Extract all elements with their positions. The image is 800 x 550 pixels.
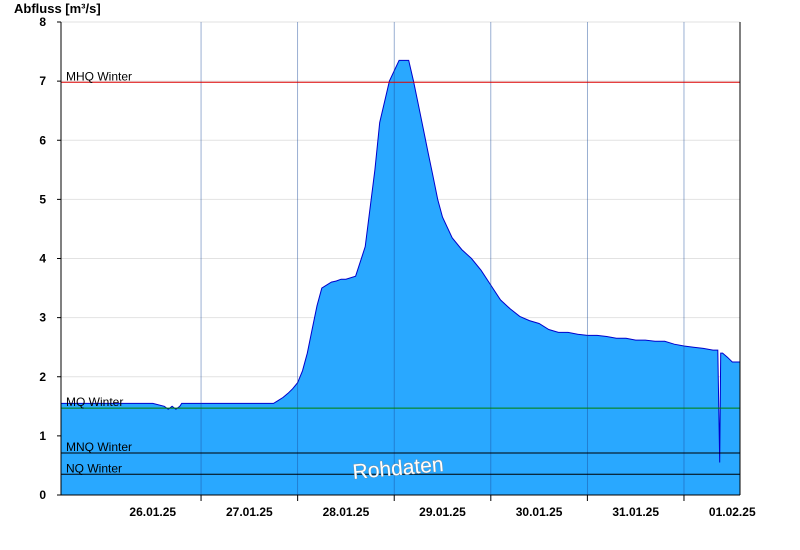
axes [57, 21, 741, 501]
reference-label: MHQ Winter [66, 69, 132, 83]
reference-label: NQ Winter [66, 461, 122, 475]
y-tick-label: 6 [39, 133, 46, 147]
discharge-area [61, 59, 740, 496]
x-tick-label: 29.01.25 [419, 505, 466, 519]
reference-label: MQ Winter [66, 395, 123, 409]
x-tick-label: 31.01.25 [612, 505, 659, 519]
y-tick-label: 4 [39, 252, 46, 266]
y-tick-label: 0 [39, 488, 46, 502]
reference-label: MNQ Winter [66, 440, 132, 454]
y-tick-label: 2 [39, 370, 46, 384]
discharge-line [61, 59, 740, 463]
discharge-area-fill [61, 60, 740, 496]
y-tick-label: 3 [39, 311, 46, 325]
y-tick-label: 8 [39, 15, 46, 29]
x-tick-label: 26.01.25 [129, 505, 176, 519]
y-axis-label: Abfluss [m³/s] [14, 1, 101, 16]
x-tick-label: 01.02.25 [709, 505, 756, 519]
y-tick-label: 7 [39, 74, 46, 88]
x-tick-label: 27.01.25 [226, 505, 273, 519]
y-tick-label: 5 [39, 192, 46, 206]
tick-labels: 0 1 2 3 4 5 6 7 8 26.01.25 27.01.25 28.01.25 29.01.2… [39, 15, 756, 519]
day-separators [200, 22, 685, 495]
reference-lines: MHQ Winter MQ Winter MNQ Winter NQ Winter [61, 69, 740, 475]
x-tick-label: 28.01.25 [323, 505, 370, 519]
y-tick-label: 1 [39, 429, 46, 443]
x-tick-label: 30.01.25 [516, 505, 563, 519]
